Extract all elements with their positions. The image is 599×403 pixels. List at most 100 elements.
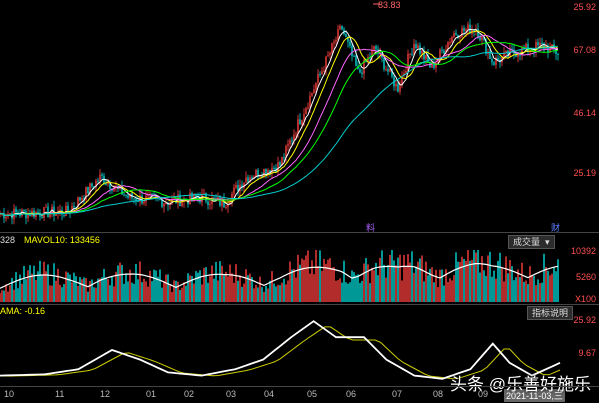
volume-bar: [83, 277, 85, 302]
price-candle: [441, 49, 443, 51]
volume-bar: [87, 291, 89, 302]
volume-bar: [67, 272, 69, 302]
price-candle: [535, 42, 537, 52]
price-candle: [203, 193, 205, 195]
volume-bar: [375, 262, 377, 302]
indicator-dropdown-label: 成交量: [513, 237, 541, 247]
price-candle: [427, 54, 429, 62]
price-chart-svg: [0, 3, 559, 225]
volume-bar: [525, 280, 527, 302]
price-candle: [295, 133, 297, 135]
price-candle: [355, 56, 357, 67]
month-tick: 03: [226, 389, 237, 399]
price-candle: [0, 213, 1, 215]
price-candle: [325, 56, 327, 71]
volume-bar: [517, 269, 519, 302]
price-candle: [405, 71, 407, 74]
volume-bar: [271, 271, 273, 302]
price-candle: [73, 206, 75, 208]
price-candle: [455, 33, 457, 35]
price-candle: [359, 69, 361, 73]
indicator-help-button[interactable]: 指标说明: [527, 306, 574, 320]
volume-bar: [123, 283, 125, 302]
volume-bar: [177, 281, 179, 302]
price-candle: [133, 198, 135, 200]
price-candle: [309, 95, 311, 108]
price-candle: [247, 177, 249, 182]
volume-bar: [549, 275, 551, 302]
volume-bar: [251, 277, 253, 302]
price-candle: [321, 71, 323, 75]
volume-chart-panel[interactable]: 328 MAVOL10: 133456 成交量 ▾ 10392 5260 X10…: [0, 234, 599, 304]
volume-bar: [261, 287, 263, 302]
price-candle: [113, 187, 115, 191]
volume-bar: [361, 280, 363, 302]
price-candle: [193, 193, 195, 200]
price-candle: [411, 53, 413, 55]
volume-bar: [35, 280, 37, 302]
volume-bar: [527, 284, 529, 302]
volume-bar: [195, 271, 197, 302]
volume-bar: [97, 278, 99, 302]
volume-bar: [469, 260, 471, 302]
volume-bar: [15, 272, 17, 302]
price-axis-label-1: 67.08: [573, 45, 596, 55]
volume-bar: [147, 286, 149, 302]
price-candle: [147, 195, 149, 197]
volume-bar: [239, 275, 241, 302]
volume-bar: [491, 276, 493, 302]
volume-bar: [39, 260, 41, 302]
volume-bar: [159, 269, 161, 302]
volume-bar: [19, 274, 21, 302]
price-candle: [527, 43, 529, 52]
ama-legend: AMA: -0.16: [0, 306, 46, 316]
chevron-down-icon: ▾: [542, 237, 550, 247]
volume-bar: [51, 285, 53, 302]
volume-bar: [411, 251, 413, 302]
event-marker-2[interactable]: 财: [551, 223, 561, 233]
volume-bar: [497, 260, 499, 302]
panel-divider: [0, 232, 599, 233]
volume-bar: [287, 280, 289, 302]
price-candle: [105, 183, 107, 185]
volume-bar: [77, 285, 79, 302]
volume-bar: [473, 250, 475, 302]
volume-bar: [289, 261, 291, 302]
volume-bar: [477, 250, 479, 302]
month-tick: 11: [55, 389, 65, 399]
price-candle: [335, 40, 337, 42]
indicator-signal-line: [0, 326, 561, 380]
indicator-chart-panel[interactable]: AMA: -0.16 指标说明 25.92 9.67: [0, 306, 599, 386]
indicator-dropdown[interactable]: 成交量 ▾: [508, 235, 555, 249]
volume-axis-label-1: 10392: [570, 246, 596, 256]
price-candle: [229, 202, 231, 204]
price-candle: [79, 197, 81, 201]
volume-bar: [485, 275, 487, 302]
price-candle: [263, 168, 265, 178]
volume-bar: [231, 273, 233, 302]
price-candle: [221, 198, 223, 206]
month-tick: 09: [478, 389, 489, 399]
event-marker-1[interactable]: 料: [366, 223, 376, 233]
volume-bar: [0, 292, 1, 302]
moving-average-line: [0, 34, 558, 217]
volume-bar: [59, 284, 61, 302]
volume-bar: [333, 267, 335, 302]
volume-bar: [345, 282, 347, 302]
price-candle: [313, 89, 315, 94]
volume-bar: [387, 265, 389, 302]
price-candle: [41, 216, 43, 219]
price-candle: [279, 162, 281, 166]
price-chart-panel[interactable]: 83.83 25.92 67.08 46.14 25.19 料 财: [0, 0, 599, 233]
volume-bar: [165, 274, 167, 302]
volume-bar: [49, 285, 51, 302]
volume-bar: [105, 277, 107, 302]
volume-bar: [507, 273, 509, 302]
volume-bar: [191, 276, 193, 302]
price-candle: [89, 183, 91, 194]
volume-bar: [297, 254, 299, 302]
volume-bar: [249, 273, 251, 302]
price-candle: [333, 41, 335, 44]
price-candle: [477, 28, 479, 38]
volume-bar: [9, 285, 11, 302]
